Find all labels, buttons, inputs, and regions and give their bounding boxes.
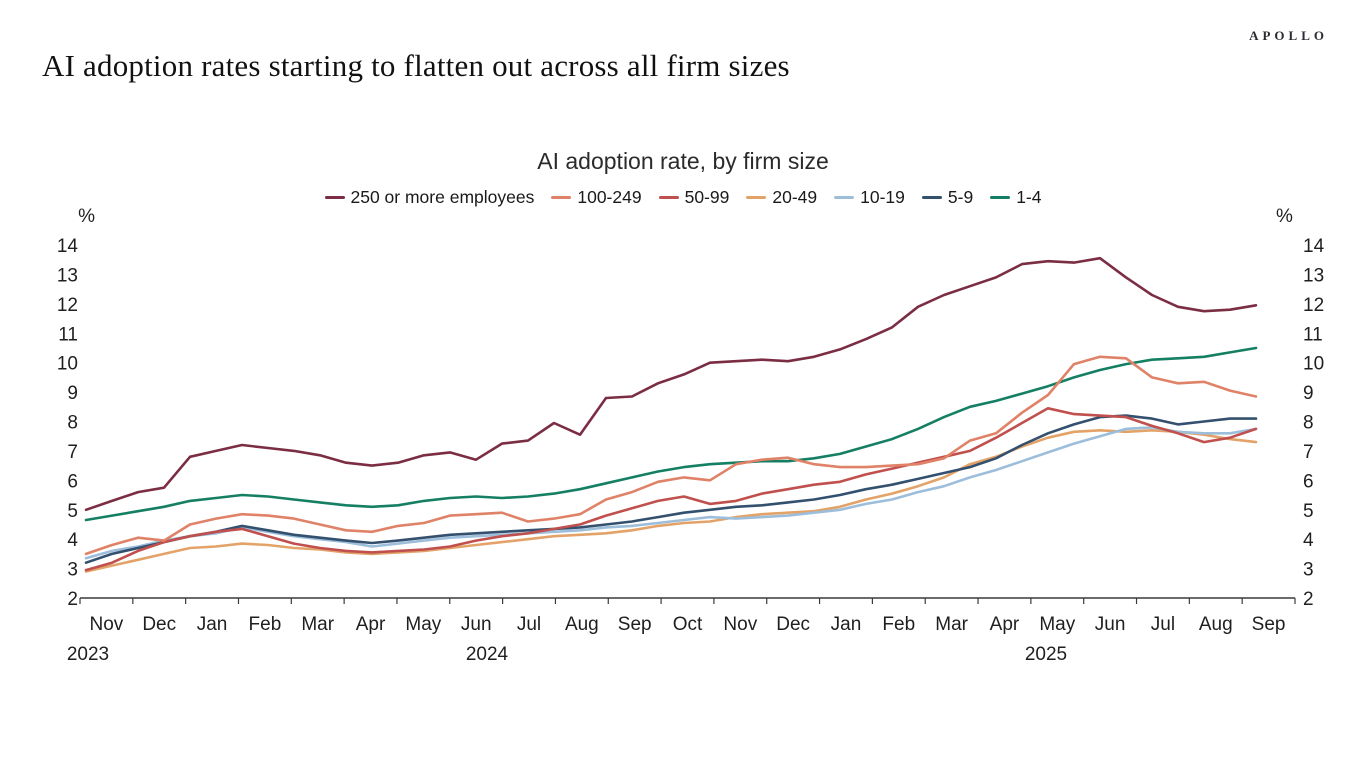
legend-item-4: 10-19: [834, 187, 905, 208]
x-month-label: Sep: [618, 614, 652, 635]
x-month-label: Oct: [673, 614, 703, 635]
page-title: AI adoption rates starting to flatten ou…: [42, 48, 790, 83]
x-month-label: Sep: [1252, 614, 1286, 635]
x-month-label: Aug: [1199, 614, 1233, 635]
series-line-250-or-more-employees: [84, 256, 1258, 512]
chart-title: AI adoption rate, by firm size: [537, 148, 829, 174]
x-month-label: Jun: [461, 614, 492, 635]
chart-legend: 250 or more employees 100-249 50-99 20-49 10…: [0, 187, 1366, 208]
series-line-5-9: [84, 414, 1258, 565]
series-line-10-19: [84, 426, 1258, 560]
legend-item-3: 20-49: [746, 187, 817, 208]
y-tick-label-right: 9: [1303, 383, 1314, 404]
legend-item-6: 1-4: [990, 187, 1041, 208]
legend-label: 5-9: [947, 187, 974, 207]
y-tick-label-left: 14: [57, 236, 79, 257]
y-axis-unit-right: %: [1276, 206, 1293, 227]
series-line-100-249: [84, 355, 1258, 556]
y-tick-label-right: 10: [1303, 354, 1324, 375]
y-tick-label-right: 13: [1303, 265, 1324, 286]
y-tick-label-left: 8: [67, 413, 78, 434]
legend-item-1: 100-249: [551, 187, 642, 208]
x-month-label: Jan: [197, 614, 228, 635]
x-month-label: Jul: [1151, 614, 1175, 635]
y-tick-label-right: 3: [1303, 560, 1314, 581]
legend-item-5: 5-9: [921, 187, 974, 208]
legend-label: 10-19: [860, 187, 905, 207]
y-tick-label-right: 2: [1303, 589, 1314, 610]
x-month-label: Nov: [723, 614, 757, 635]
x-month-label: Feb: [882, 614, 915, 635]
y-tick-label-right: 8: [1303, 413, 1314, 434]
y-tick-label-left: 3: [67, 560, 78, 581]
legend-swatch-icon: [921, 195, 942, 200]
x-month-label: Mar: [935, 614, 968, 635]
legend-swatch-icon: [658, 195, 679, 200]
legend-swatch-icon: [746, 195, 767, 200]
legend-label: 50-99: [684, 187, 730, 207]
x-month-label: Jan: [831, 614, 862, 635]
y-tick-label-right: 12: [1303, 295, 1324, 316]
x-month-label: Apr: [990, 614, 1020, 635]
y-axis-unit-left: %: [78, 206, 95, 227]
x-month-label: Apr: [356, 614, 386, 635]
legend-label: 20-49: [772, 187, 818, 207]
y-tick-label-left: 6: [67, 471, 78, 492]
x-month-label: Nov: [90, 614, 124, 635]
y-tick-label-right: 4: [1303, 530, 1314, 551]
y-tick-label-left: 7: [67, 442, 78, 463]
legend-swatch-icon: [834, 195, 855, 200]
legend-swatch-icon: [551, 195, 572, 200]
y-tick-label-left: 9: [67, 383, 78, 404]
x-year-label: 2025: [1025, 644, 1067, 665]
legend-label: 250 or more employees: [350, 187, 535, 207]
legend-swatch-icon: [324, 195, 345, 200]
x-month-label: May: [1039, 614, 1075, 635]
x-month-label: Jul: [517, 614, 541, 635]
x-year-label: 2024: [466, 644, 509, 665]
series-line-50-99: [84, 406, 1258, 572]
legend-item-0: 250 or more employees: [324, 187, 535, 208]
legend-swatch-icon: [990, 195, 1011, 200]
y-tick-label-right: 6: [1303, 471, 1314, 492]
x-month-label: Feb: [249, 614, 282, 635]
x-year-label: 2023: [67, 644, 109, 665]
x-month-label: Aug: [565, 614, 599, 635]
y-tick-label-right: 5: [1303, 501, 1314, 522]
y-tick-label-right: 11: [1303, 324, 1323, 345]
y-tick-label-left: 2: [67, 589, 78, 610]
y-tick-label-left: 11: [58, 324, 78, 345]
y-tick-label-left: 5: [67, 501, 78, 522]
x-month-label: Jun: [1095, 614, 1126, 635]
y-tick-label-right: 7: [1303, 442, 1314, 463]
legend-item-2: 50-99: [658, 187, 730, 208]
legend-label: 100-249: [577, 187, 642, 207]
y-tick-label-right: 14: [1303, 236, 1325, 257]
x-month-label: Mar: [301, 614, 334, 635]
y-tick-label-left: 4: [67, 530, 78, 551]
legend-label: 1-4: [1016, 187, 1042, 207]
x-month-label: Dec: [142, 614, 176, 635]
y-tick-label-left: 13: [57, 265, 78, 286]
apollo-logo: APOLLO: [1249, 28, 1328, 43]
series-line-20-49: [84, 428, 1258, 573]
x-month-label: May: [405, 614, 441, 635]
y-tick-label-left: 10: [57, 354, 78, 375]
y-tick-label-left: 12: [57, 295, 78, 316]
x-month-label: Dec: [776, 614, 810, 635]
series-line-1-4: [84, 346, 1258, 522]
